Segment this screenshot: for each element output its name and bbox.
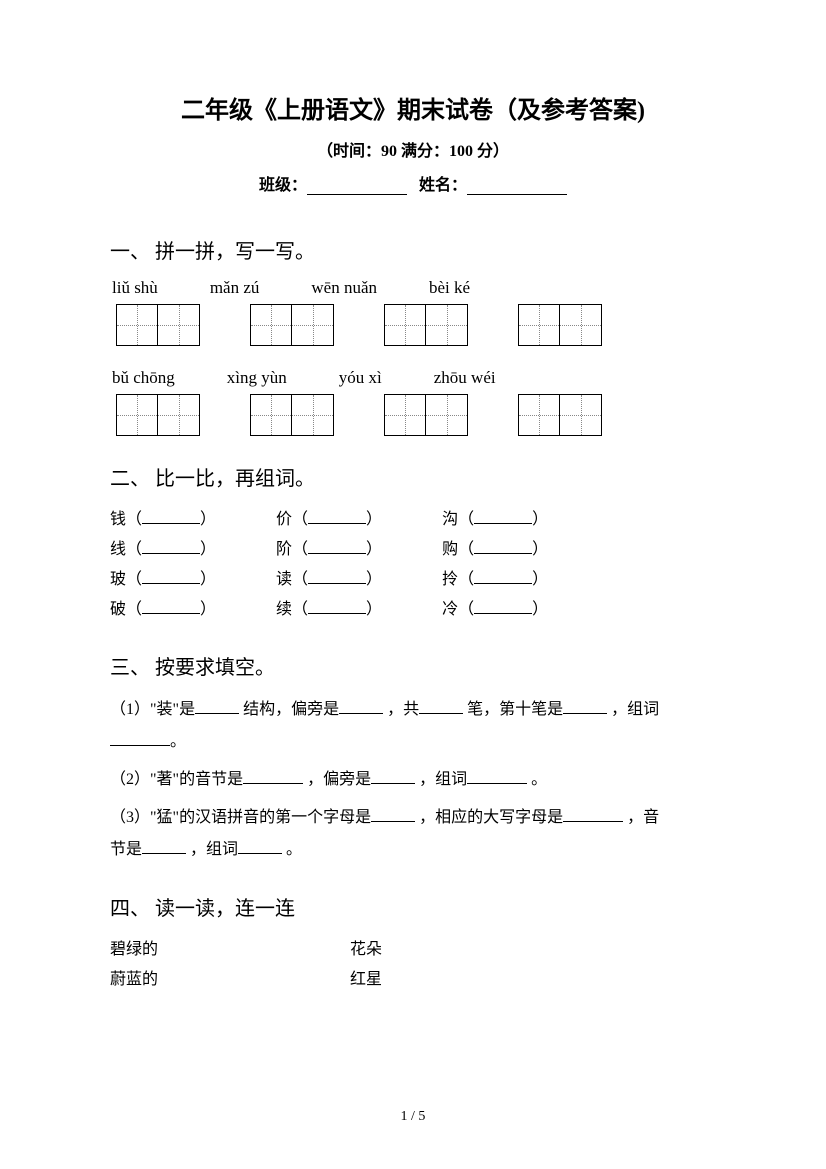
compare-item: 阶（） <box>276 535 382 565</box>
blank[interactable] <box>110 732 170 746</box>
blank[interactable] <box>371 808 415 822</box>
section3-heading: 三、 按要求填空。 <box>110 651 716 680</box>
blank[interactable] <box>308 600 366 614</box>
compare-row: 破（） 续（） 冷（） <box>110 595 716 625</box>
pinyin-item: bèi ké <box>429 278 470 298</box>
char-cell-pair[interactable] <box>518 304 602 346</box>
blank[interactable] <box>371 770 415 784</box>
blank[interactable] <box>339 700 383 714</box>
match-row: 蔚蓝的 红星 <box>110 965 716 995</box>
compare-item: 购（） <box>442 535 548 565</box>
compare-item: 线（） <box>110 535 216 565</box>
char-cell-pair[interactable] <box>384 304 468 346</box>
compare-item: 破（） <box>110 595 216 625</box>
blank[interactable] <box>308 540 366 554</box>
class-label: 班级： <box>259 177 307 194</box>
pinyin-item: xìng yùn <box>227 368 287 388</box>
blank[interactable] <box>142 540 200 554</box>
fill-q1: （1）"装"是 结构，偏旁是 ，共 笔，第十笔是 ，组词 。 <box>110 694 716 758</box>
main-title: 二年级《上册语文》期末试卷（及参考答案) <box>110 90 716 125</box>
match-right: 红星 <box>350 965 382 995</box>
pinyin-item: wēn nuǎn <box>311 278 377 298</box>
compare-item: 玻（） <box>110 565 216 595</box>
blank[interactable] <box>308 570 366 584</box>
section4-heading: 四、 读一读，连一连 <box>110 892 716 921</box>
info-line: 班级： 姓名： <box>110 171 716 195</box>
match-left: 碧绿的 <box>110 935 350 965</box>
char-cell-pair[interactable] <box>116 304 200 346</box>
blank[interactable] <box>474 600 532 614</box>
blank[interactable] <box>467 770 527 784</box>
blank[interactable] <box>243 770 303 784</box>
char-cell-pair[interactable] <box>116 394 200 436</box>
blank[interactable] <box>474 510 532 524</box>
cell-row-2 <box>110 394 716 436</box>
char-cell-pair[interactable] <box>250 394 334 436</box>
compare-item: 沟（） <box>442 505 548 535</box>
class-blank[interactable] <box>307 179 407 195</box>
blank[interactable] <box>563 808 623 822</box>
compare-item: 冷（） <box>442 595 548 625</box>
pinyin-item: yóu xì <box>339 368 382 388</box>
blank[interactable] <box>142 570 200 584</box>
blank[interactable] <box>419 700 463 714</box>
match-left: 蔚蓝的 <box>110 965 350 995</box>
section2-heading: 二、 比一比，再组词。 <box>110 462 716 491</box>
blank[interactable] <box>474 540 532 554</box>
blank[interactable] <box>195 700 239 714</box>
blank[interactable] <box>474 570 532 584</box>
compare-item: 读（） <box>276 565 382 595</box>
pinyin-row-2: bǔ chōng xìng yùn yóu xì zhōu wéi <box>110 368 716 388</box>
compare-item: 续（） <box>276 595 382 625</box>
blank[interactable] <box>563 700 607 714</box>
pinyin-item: mǎn zú <box>210 278 260 298</box>
page-number: 1 / 5 <box>0 1109 826 1125</box>
cell-row-1 <box>110 304 716 346</box>
match-right: 花朵 <box>350 935 382 965</box>
char-cell-pair[interactable] <box>518 394 602 436</box>
name-label: 姓名： <box>419 177 467 194</box>
pinyin-item: liǔ shù <box>112 278 158 298</box>
compare-row: 玻（） 读（） 拎（） <box>110 565 716 595</box>
section1-heading: 一、 拼一拼，写一写。 <box>110 235 716 264</box>
match-row: 碧绿的 花朵 <box>110 935 716 965</box>
name-blank[interactable] <box>467 179 567 195</box>
blank[interactable] <box>238 840 282 854</box>
pinyin-item: zhōu wéi <box>434 368 496 388</box>
char-cell-pair[interactable] <box>384 394 468 436</box>
blank[interactable] <box>142 600 200 614</box>
compare-item: 钱（） <box>110 505 216 535</box>
blank[interactable] <box>308 510 366 524</box>
compare-row: 钱（） 价（） 沟（） <box>110 505 716 535</box>
pinyin-row-1: liǔ shù mǎn zú wēn nuǎn bèi ké <box>110 278 716 298</box>
fill-q2: （2）"著"的音节是 ，偏旁是 ，组词 。 <box>110 764 716 796</box>
compare-item: 价（） <box>276 505 382 535</box>
compare-row: 线（） 阶（） 购（） <box>110 535 716 565</box>
blank[interactable] <box>142 840 186 854</box>
fill-q3: （3）"猛"的汉语拼音的第一个字母是 ，相应的大写字母是 ，音 节是 ，组词 。 <box>110 802 716 866</box>
compare-item: 拎（） <box>442 565 548 595</box>
blank[interactable] <box>142 510 200 524</box>
char-cell-pair[interactable] <box>250 304 334 346</box>
subtitle: （时间：90 满分：100 分） <box>110 137 716 161</box>
compare-grid: 钱（） 价（） 沟（） 线（） 阶（） 购（） 玻（） 读（） 拎（） 破（） … <box>110 505 716 625</box>
pinyin-item: bǔ chōng <box>112 368 175 388</box>
